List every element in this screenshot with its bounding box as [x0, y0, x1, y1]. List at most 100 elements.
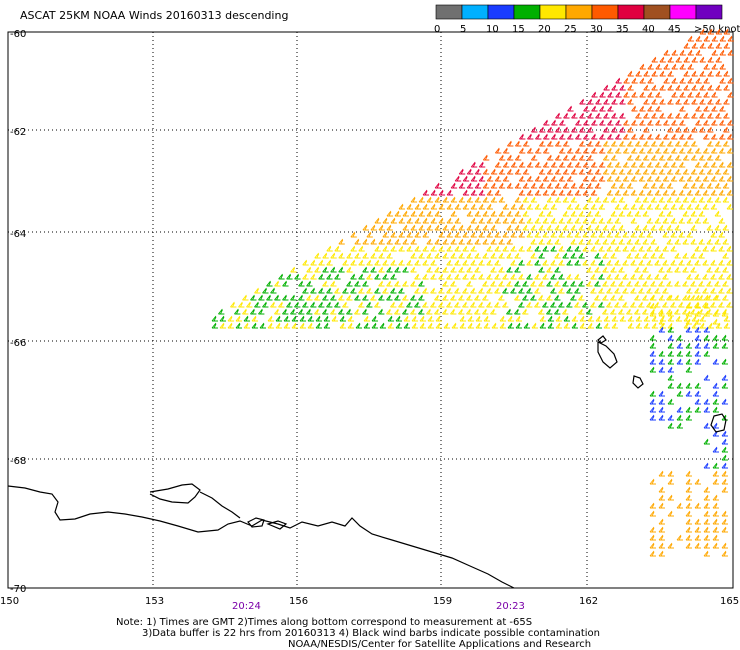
wind-barb — [662, 217, 669, 224]
wind-barb — [374, 273, 381, 280]
wind-barb — [667, 494, 674, 501]
wind-barb — [630, 287, 637, 294]
wind-barb — [330, 266, 337, 273]
wind-barb — [649, 358, 656, 365]
wind-barb — [726, 259, 733, 266]
wind-barb — [422, 203, 429, 210]
wind-barb — [619, 140, 626, 147]
wind-barb — [546, 224, 553, 231]
wind-barb — [702, 259, 709, 266]
wind-barb — [314, 252, 321, 259]
wind-barb — [694, 406, 701, 413]
wind-barb — [482, 238, 489, 245]
wind-barb — [574, 231, 581, 238]
wind-barb — [685, 478, 692, 485]
wind-barb — [721, 454, 728, 461]
wind-barb — [406, 231, 413, 238]
wind-barb — [434, 252, 441, 259]
coastline-islet — [247, 517, 265, 528]
wind-barb — [683, 112, 690, 119]
wind-barb — [666, 238, 673, 245]
wind-barb — [550, 245, 557, 252]
wind-barb — [694, 334, 701, 341]
wind-barb — [350, 231, 357, 238]
wind-barb — [627, 84, 634, 91]
wind-barb — [526, 189, 534, 196]
wind-barb — [346, 252, 353, 259]
wind-barb — [402, 294, 409, 301]
wind-barb — [282, 280, 289, 287]
wind-barb — [291, 315, 298, 322]
wind-barb — [539, 315, 546, 322]
wind-barb — [611, 112, 618, 119]
wind-barb — [721, 430, 728, 437]
wind-barb — [703, 63, 710, 70]
wind-barb — [679, 63, 686, 70]
wind-barb — [414, 287, 421, 294]
wind-barb — [678, 259, 685, 266]
wind-barb — [654, 161, 662, 168]
wind-barb — [712, 310, 719, 317]
wind-barb — [649, 398, 656, 405]
wind-barb — [547, 140, 554, 147]
wind-barb — [622, 203, 629, 210]
wind-barb — [718, 217, 725, 224]
wind-barb — [586, 182, 594, 189]
wind-barb — [390, 217, 397, 224]
wind-barb — [411, 315, 418, 322]
wind-barb — [570, 182, 578, 189]
wind-barb — [522, 308, 529, 315]
wind-barb — [703, 398, 710, 405]
wind-barb — [390, 245, 397, 252]
wind-barb — [323, 322, 330, 329]
wind-barb — [598, 273, 605, 280]
wind-barb — [558, 147, 566, 154]
wind-barb — [542, 301, 549, 308]
wind-barb — [682, 238, 689, 245]
wind-barb — [510, 287, 517, 294]
wind-barb — [690, 196, 698, 203]
wind-barb — [722, 294, 729, 301]
wind-barb — [438, 203, 445, 210]
wind-barb — [699, 84, 706, 91]
wind-barb — [254, 301, 261, 308]
wind-barb — [402, 210, 409, 217]
wind-barb — [507, 140, 514, 147]
wind-barb — [258, 308, 265, 315]
wind-barb — [570, 238, 577, 245]
wind-barb — [690, 224, 697, 231]
wind-barb — [302, 287, 309, 294]
wind-barb — [566, 189, 574, 196]
wind-barb — [298, 280, 305, 287]
wind-barb — [670, 245, 677, 252]
wind-barb — [579, 98, 586, 105]
wind-barb — [426, 196, 434, 203]
wind-barb — [414, 259, 421, 266]
wind-barb — [671, 119, 678, 126]
wind-barb — [430, 203, 437, 210]
legend-swatch — [643, 4, 671, 20]
wind-barb — [710, 245, 717, 252]
wind-barb — [658, 406, 665, 413]
wind-barb — [682, 168, 690, 175]
wind-barb — [450, 308, 457, 315]
wind-barb — [602, 266, 609, 273]
wind-barb — [658, 526, 665, 533]
wind-barb — [243, 315, 250, 322]
wind-barb — [462, 301, 469, 308]
wind-barb — [346, 294, 353, 301]
wind-barb — [402, 308, 409, 315]
wind-barb — [510, 259, 517, 266]
wind-barb — [702, 161, 710, 168]
wind-barb — [582, 203, 589, 210]
legend-label: 5 — [460, 24, 466, 35]
wind-barb — [594, 294, 601, 301]
wind-barb — [618, 266, 625, 273]
wind-barb — [422, 245, 429, 252]
wind-barb — [726, 273, 733, 280]
wind-barb — [676, 334, 683, 341]
wind-barb — [502, 147, 510, 154]
legend-swatch — [539, 4, 567, 20]
legend-swatch — [591, 4, 619, 20]
wind-barb — [651, 315, 658, 322]
